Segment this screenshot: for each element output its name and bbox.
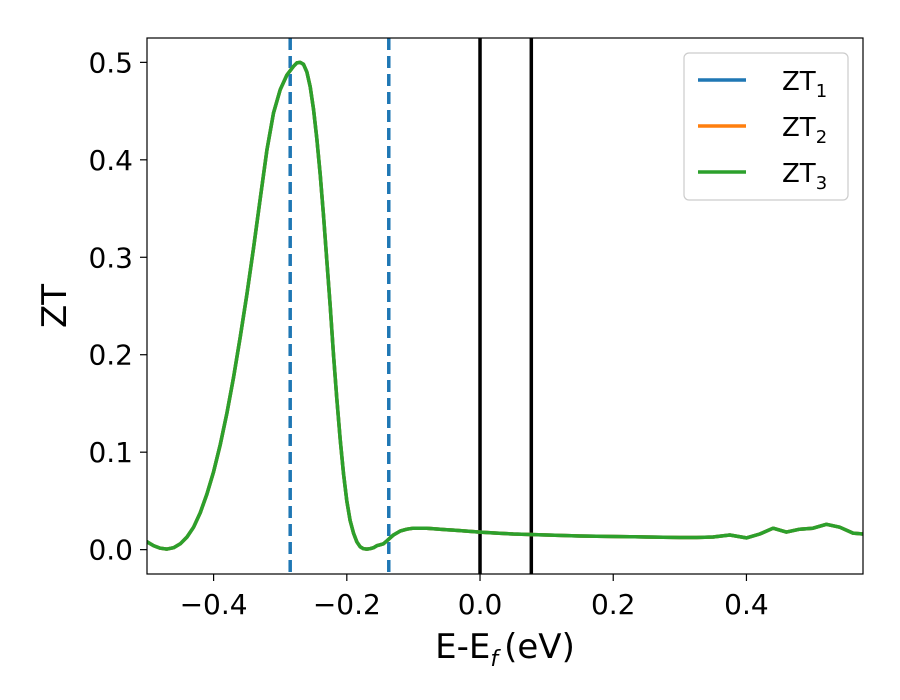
legend-label-subscript: 3 <box>816 173 827 194</box>
vertical-reference-lines <box>288 38 534 574</box>
x-tick-label: −0.2 <box>313 588 381 621</box>
legend-label-zt1: ZT1 <box>782 67 827 102</box>
legend-label-main: ZT <box>782 113 816 143</box>
y-axis-title: ZT <box>35 284 75 328</box>
x-tick-label: 0.4 <box>724 588 769 621</box>
x-axis-title-unit: (eV) <box>504 627 575 667</box>
x-tick-label: −0.4 <box>180 588 248 621</box>
x-tick-label: 0.0 <box>458 588 503 621</box>
y-tick-label: 0.2 <box>88 339 133 372</box>
legend-label-main: ZT <box>782 67 816 97</box>
legend-label-subscript: 1 <box>816 81 827 102</box>
series-lines <box>147 60 863 551</box>
y-tick-label: 0.3 <box>88 241 133 274</box>
x-axis-ticks: −0.4 −0.2 0.0 0.2 0.4 <box>180 574 769 621</box>
axes-frame <box>146 37 864 575</box>
y-tick-label: 0.5 <box>88 46 133 79</box>
y-tick-label: 0.4 <box>88 144 133 177</box>
x-axis-title-subscript: f <box>490 647 501 672</box>
x-axis-title-main: E-E <box>435 627 490 667</box>
y-tick-label: 0.0 <box>88 534 133 567</box>
y-tick-label: 0.1 <box>88 436 133 469</box>
legend-label-main: ZT <box>782 159 816 189</box>
y-axis-ticks: 0.0 0.1 0.2 0.3 0.4 0.5 <box>88 46 147 567</box>
legend-label-zt3: ZT3 <box>782 159 827 194</box>
series-line-zt3 <box>147 60 863 551</box>
legend-label-zt2: ZT2 <box>782 113 827 148</box>
x-axis-title: E-Ef (eV) <box>435 627 575 672</box>
legend-label-subscript: 2 <box>816 127 827 148</box>
legend-box <box>683 52 849 201</box>
x-tick-label: 0.2 <box>591 588 636 621</box>
